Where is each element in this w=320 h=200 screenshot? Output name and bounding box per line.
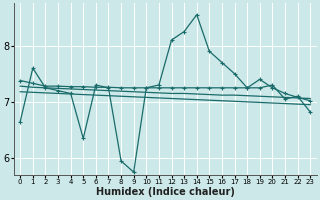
X-axis label: Humidex (Indice chaleur): Humidex (Indice chaleur) [96,187,235,197]
